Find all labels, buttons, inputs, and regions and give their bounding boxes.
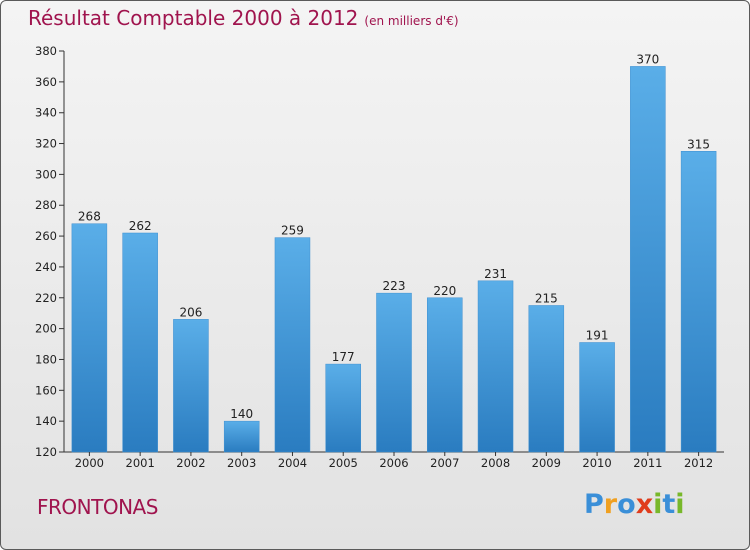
bar-2002 — [173, 319, 209, 453]
bar-2003 — [223, 420, 260, 453]
x-tick-label: 2011 — [633, 456, 662, 470]
y-tick-label: 300 — [35, 167, 57, 181]
place-name: FRONTONAS — [37, 495, 158, 519]
logo-letter: t — [662, 489, 676, 520]
logo-letter: x — [635, 489, 654, 520]
bar-value-label: 370 — [636, 52, 659, 66]
x-tick-label: 2009 — [532, 456, 561, 470]
bar-value-label: 177 — [332, 350, 355, 364]
y-tick-label: 200 — [35, 322, 57, 336]
bar-value-label: 268 — [78, 210, 101, 224]
logo-letter: P — [584, 489, 604, 520]
y-tick-label: 120 — [35, 445, 57, 459]
bar-2012 — [680, 151, 717, 453]
bar-2008 — [477, 280, 514, 453]
bar-2010 — [579, 342, 615, 453]
y-tick-label: 380 — [35, 44, 57, 58]
bar-2007 — [427, 297, 463, 453]
bar-2001 — [122, 232, 158, 453]
x-tick-label: 2000 — [75, 456, 104, 470]
bar-value-label: 223 — [383, 279, 406, 293]
chart-title: Résultat Comptable 2000 à 2012 (en millie… — [28, 6, 459, 30]
y-tick-label: 340 — [35, 106, 57, 120]
logo-letter: o — [617, 489, 636, 520]
bar-value-label: 191 — [586, 328, 609, 342]
chart-unit: (en milliers d'€) — [364, 14, 459, 28]
x-tick-label: 2002 — [176, 456, 205, 470]
bar-value-label: 140 — [230, 407, 253, 421]
y-tick-label: 360 — [35, 75, 57, 89]
bar-2009 — [528, 305, 565, 453]
logo-letter: r — [603, 489, 618, 520]
x-tick-label: 2005 — [329, 456, 358, 470]
y-tick-label: 160 — [35, 383, 57, 397]
bar-value-label: 215 — [535, 291, 558, 305]
bar-value-label: 206 — [179, 305, 202, 319]
logo-letter: i — [653, 489, 663, 520]
y-tick-label: 240 — [35, 260, 57, 274]
bar-2004 — [274, 237, 311, 453]
x-tick-label: 2006 — [379, 456, 408, 470]
x-tick-label: 2004 — [278, 456, 307, 470]
x-tick-label: 2008 — [481, 456, 510, 470]
x-tick-label: 2012 — [684, 456, 713, 470]
bar-2011 — [630, 66, 666, 453]
y-tick-label: 280 — [35, 198, 57, 212]
bar-value-label: 220 — [433, 284, 456, 298]
x-tick-label: 2010 — [582, 456, 611, 470]
bar-value-label: 262 — [129, 219, 152, 233]
x-axis-ticks: 2000 2001 2002 2003 2004 2005 2006 2007 2008 2009… — [75, 452, 713, 470]
bar-2006 — [376, 292, 412, 453]
y-tick-label: 180 — [35, 352, 57, 366]
bar-2005 — [325, 363, 361, 453]
bar-value-label: 259 — [281, 224, 304, 238]
y-tick-label: 320 — [35, 137, 57, 151]
proxiti-logo: Proxiti — [584, 489, 685, 520]
chart-title-text: Résultat Comptable 2000 à 2012 — [28, 6, 359, 30]
y-tick-label: 220 — [35, 291, 57, 305]
x-tick-label: 2003 — [227, 456, 256, 470]
bar-2000 — [71, 223, 108, 453]
logo-letter: i — [675, 489, 685, 520]
x-tick-label: 2001 — [126, 456, 155, 470]
bar-value-label: 315 — [687, 137, 710, 151]
y-tick-label: 260 — [35, 229, 57, 243]
bars-group: 268 262 206 140 259 177 223 220 231 215 191 370 315 — [71, 52, 717, 453]
y-axis-ticks: 120 140 160 180 200 220 240 260 280 300 320 340 360 3… — [35, 44, 64, 459]
bar-value-label: 231 — [484, 267, 507, 281]
x-tick-label: 2007 — [430, 456, 459, 470]
y-tick-label: 140 — [35, 414, 57, 428]
